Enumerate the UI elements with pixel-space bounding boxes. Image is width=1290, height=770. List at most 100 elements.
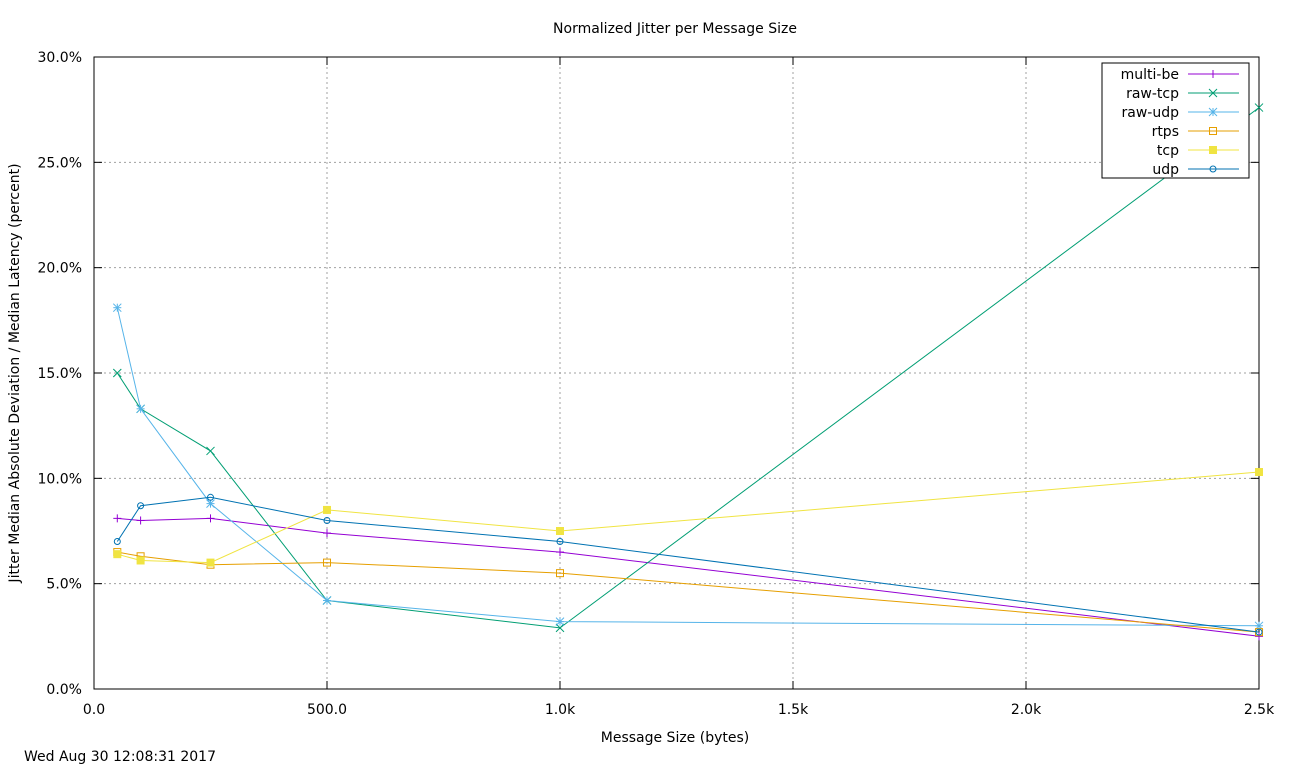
legend-box [1101,62,1250,179]
series-udp [113,493,1263,636]
marker-shape [323,516,331,524]
chart-title: Normalized Jitter per Message Size [553,21,797,37]
legend: multi-be raw-tcp raw-udp rtps tcp udp [1101,62,1250,179]
data-point-multi-be [323,529,331,538]
y-axis-label: Jitter Median Absolute Deviation / Media… [7,163,23,583]
legend-marker-multi-be [1209,70,1217,78]
series-raw-udp [112,303,1264,631]
legend-label-udp: udp [1152,162,1179,178]
x-tick-label: 0.0 [83,702,105,718]
marker-shape [137,502,145,510]
legend-label-raw-tcp: raw-tcp [1126,86,1179,102]
data-point-rtps [556,569,564,578]
timestamp-footer: Wed Aug 30 12:08:31 2017 [24,749,216,765]
data-point-udp [137,502,145,510]
data-point-raw-tcp [1254,103,1264,112]
marker-stroke [555,623,565,633]
marker-shape [1255,628,1263,636]
marker-stroke [1208,107,1218,117]
data-point-multi-be [1255,632,1263,641]
marker-shape [1255,468,1263,477]
legend-marker-raw-udp [1208,107,1218,117]
y-tick-label: 20.0% [38,261,82,277]
data-point-raw-udp [136,404,145,414]
y-tick-label: 0.0% [46,682,82,698]
series-line-raw-tcp [116,107,1260,629]
x-tick-label: 2.5k [1244,702,1275,718]
data-point-multi-be [136,516,145,525]
data-point-tcp [1255,468,1263,477]
x-tick-label: 1.0k [545,702,576,718]
marker-stroke [136,404,145,414]
series-line-udp [116,496,1260,633]
x-tick-label: 500.0 [307,702,347,718]
data-point-tcp [206,558,215,567]
legend-label-raw-udp: raw-udp [1122,105,1180,121]
legend-label-rtps: rtps [1152,124,1179,140]
data-point-udp [323,516,331,524]
marker-shape [1209,146,1217,154]
y-tick-label: 15.0% [38,366,82,382]
grid-lines [94,57,1259,689]
marker-shape [556,538,564,546]
marker-shape [136,556,145,565]
legend-marker-tcp [1209,146,1217,154]
marker-stroke [555,617,565,626]
data-point-raw-tcp [112,368,122,378]
legend-label-tcp: tcp [1157,143,1179,159]
data-point-multi-be [206,514,215,523]
legend-marker-raw-tcp [1208,88,1218,98]
data-point-multi-be [113,514,122,523]
marker-shape [113,550,122,559]
marker-stroke [322,596,332,605]
marker-shape [206,558,215,567]
legend-label-multi-be: multi-be [1121,67,1179,83]
x-tick-label: 2.0k [1011,702,1042,718]
marker-stroke [112,368,122,378]
series-tcp [113,468,1263,567]
marker-stroke [206,499,215,508]
y-tick-label: 5.0% [46,577,82,593]
data-point-udp [113,538,121,546]
series-line-raw-udp [116,307,1260,627]
series-raw-tcp [112,103,1264,633]
data-point-tcp [113,550,122,559]
series-line-tcp [117,471,1260,564]
data-point-tcp [556,527,564,535]
data-point-tcp [136,556,145,565]
data-point-multi-be [556,548,564,557]
x-axis-label: Message Size (bytes) [601,730,750,746]
data-point-raw-tcp [555,623,565,633]
series-line-rtps [117,551,1260,633]
axes: 0.0% 5.0% 10.0% 15.0% 20.0% 25.0% 30.0% 0.0 500.… [38,50,1276,718]
marker-shape [323,505,331,514]
data-point-raw-tcp [206,446,215,456]
marker-shape [1209,165,1217,173]
y-tick-label: 30.0% [38,50,82,66]
marker-shape [556,527,564,535]
data-point-tcp [323,505,331,514]
legend-marker-rtps [1209,127,1217,135]
series-line-multi-be [117,517,1260,637]
data-point-raw-udp [112,303,122,313]
marker-stroke [1208,88,1218,98]
x-tick-label: 1.5k [778,702,809,718]
series-multi-be [113,514,1263,641]
y-tick-label: 25.0% [38,155,82,171]
marker-stroke [1254,103,1264,112]
marker-shape [323,558,331,567]
data-point-raw-udp [555,617,565,626]
data-point-raw-udp [206,499,215,508]
series-layer [112,103,1264,641]
data-point-udp [1255,628,1263,636]
data-point-udp [556,538,564,546]
data-point-rtps [323,558,331,567]
data-point-udp [207,493,214,501]
y-tick-label: 10.0% [38,471,82,487]
marker-shape [207,493,214,501]
marker-shape [556,569,564,578]
legend-marker-udp [1209,165,1217,173]
marker-stroke [206,446,215,456]
marker-stroke [112,303,122,313]
